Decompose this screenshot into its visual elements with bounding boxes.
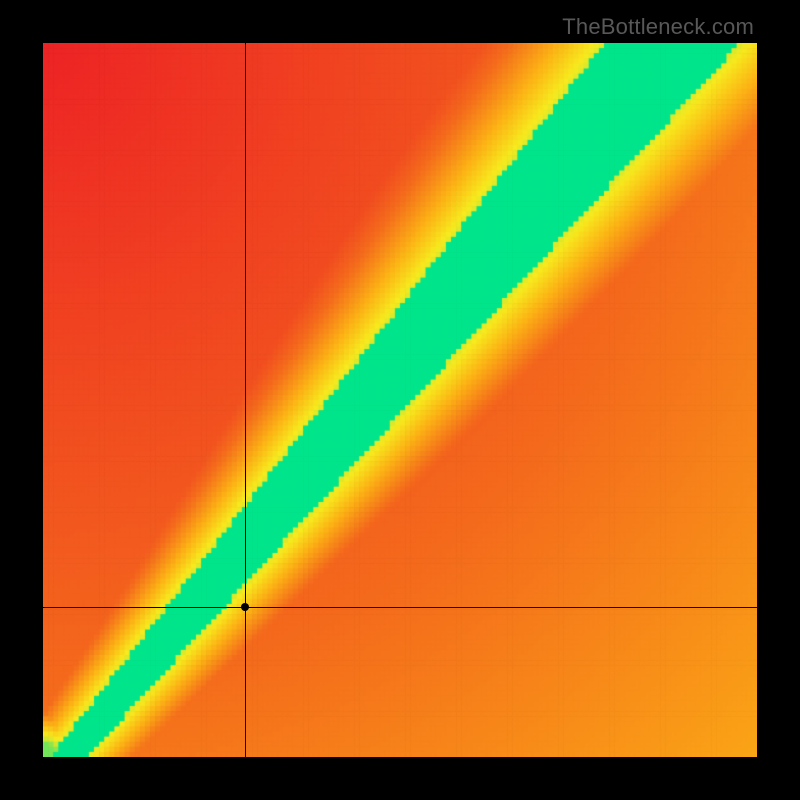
- crosshair-vertical: [245, 43, 246, 757]
- watermark-text: TheBottleneck.com: [562, 14, 754, 40]
- heatmap-canvas: [43, 43, 757, 757]
- plot-area: [43, 43, 757, 757]
- crosshair-horizontal: [43, 607, 757, 608]
